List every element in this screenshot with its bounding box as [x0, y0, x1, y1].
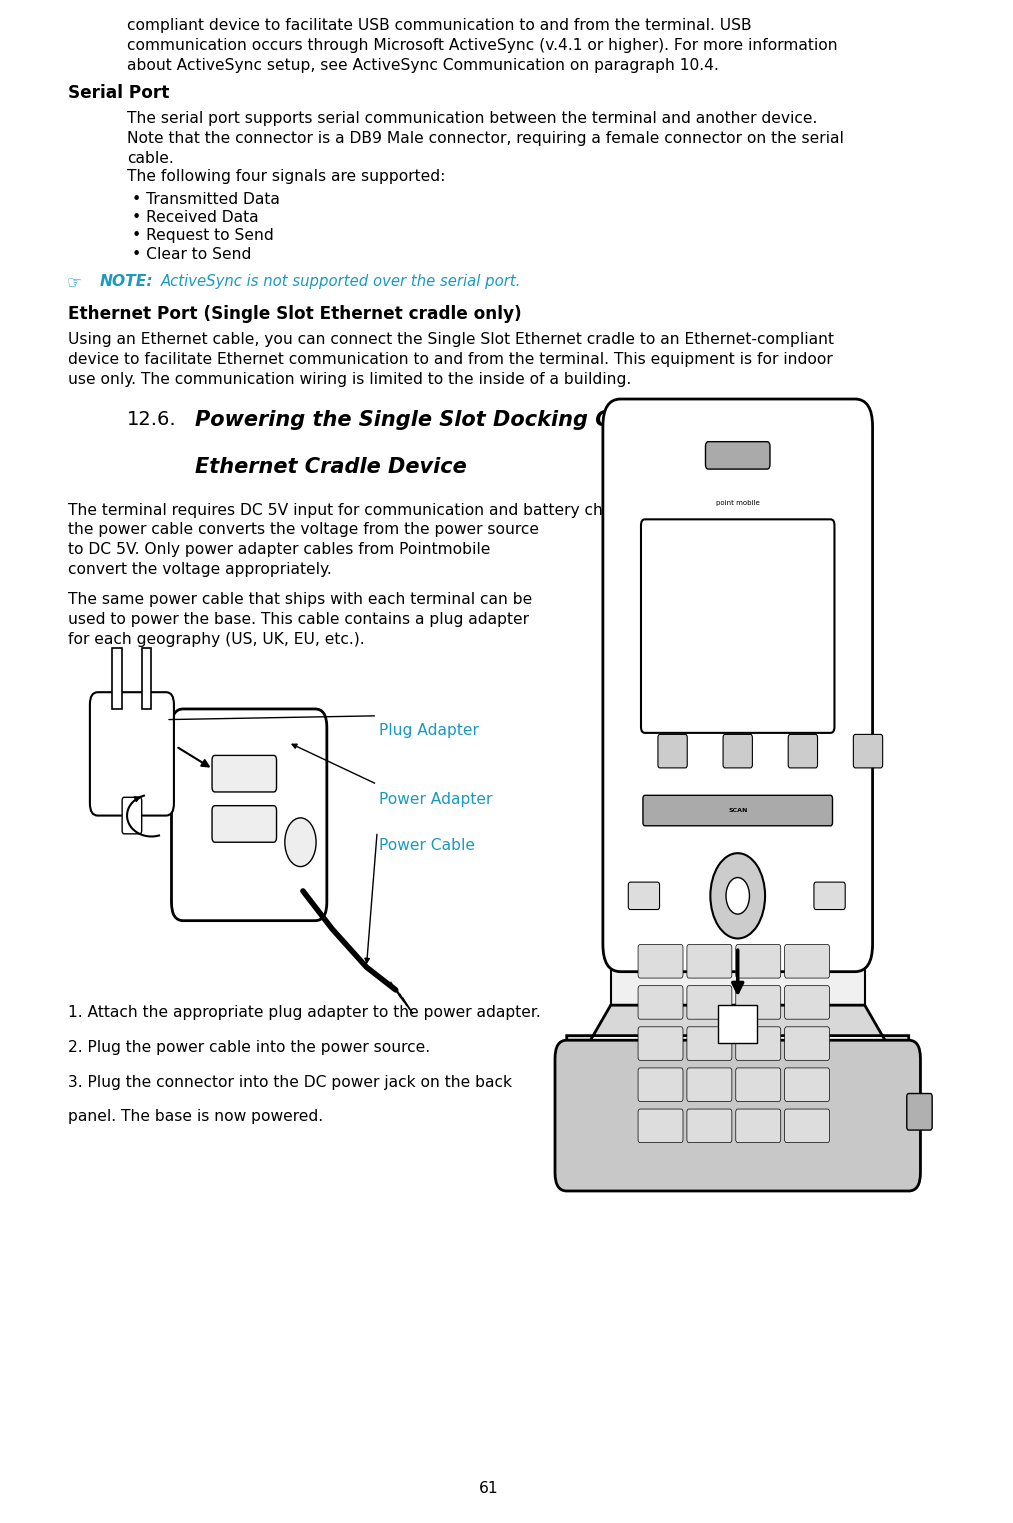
FancyBboxPatch shape	[735, 944, 781, 978]
FancyBboxPatch shape	[785, 1068, 830, 1101]
Text: Ethernet Port (Single Slot Ethernet cradle only): Ethernet Port (Single Slot Ethernet crad…	[69, 305, 522, 323]
FancyBboxPatch shape	[687, 1068, 731, 1101]
Text: device to facilitate Ethernet communication to and from the terminal. This equip: device to facilitate Ethernet communicat…	[69, 352, 833, 367]
Text: ☞: ☞	[67, 274, 82, 292]
Text: use only. The communication wiring is limited to the inside of a building.: use only. The communication wiring is li…	[69, 372, 632, 387]
Text: compliant device to facilitate USB communication to and from the terminal. USB: compliant device to facilitate USB commu…	[127, 18, 752, 34]
FancyBboxPatch shape	[638, 1068, 683, 1101]
FancyBboxPatch shape	[705, 442, 770, 469]
Text: SCAN: SCAN	[728, 809, 748, 813]
FancyBboxPatch shape	[687, 1027, 731, 1060]
Text: communication occurs through Microsoft ActiveSync (v.4.1 or higher). For more in: communication occurs through Microsoft A…	[127, 38, 838, 53]
Text: 2. Plug the power cable into the power source.: 2. Plug the power cable into the power s…	[69, 1040, 431, 1055]
Text: NOTE:: NOTE:	[99, 274, 153, 289]
FancyBboxPatch shape	[555, 1040, 921, 1191]
FancyBboxPatch shape	[687, 1109, 731, 1142]
FancyBboxPatch shape	[785, 944, 830, 978]
Text: the power cable converts the voltage from the power source: the power cable converts the voltage fro…	[69, 522, 539, 538]
Text: ActiveSync is not supported over the serial port.: ActiveSync is not supported over the ser…	[161, 274, 522, 289]
FancyBboxPatch shape	[657, 734, 687, 768]
FancyBboxPatch shape	[638, 1109, 683, 1142]
Circle shape	[285, 818, 316, 867]
Text: about ActiveSync setup, see ActiveSync Communication on paragraph 10.4.: about ActiveSync setup, see ActiveSync C…	[127, 58, 719, 73]
Text: Power Cable: Power Cable	[379, 838, 475, 853]
FancyBboxPatch shape	[718, 1005, 758, 1043]
FancyBboxPatch shape	[628, 882, 659, 909]
Text: to DC 5V. Only power adapter cables from Pointmobile: to DC 5V. Only power adapter cables from…	[69, 542, 490, 557]
Text: Power Adapter: Power Adapter	[379, 792, 492, 807]
FancyBboxPatch shape	[123, 798, 142, 835]
FancyBboxPatch shape	[171, 710, 327, 920]
Circle shape	[710, 853, 765, 938]
FancyBboxPatch shape	[788, 734, 817, 768]
Text: cable.: cable.	[127, 151, 174, 166]
Text: Ethernet Cradle Device: Ethernet Cradle Device	[196, 457, 467, 477]
Text: panel. The base is now powered.: panel. The base is now powered.	[69, 1109, 323, 1124]
Polygon shape	[566, 1005, 909, 1081]
Text: convert the voltage appropriately.: convert the voltage appropriately.	[69, 562, 332, 577]
Text: The terminal requires DC 5V input for communication and battery charging; the po: The terminal requires DC 5V input for co…	[69, 503, 832, 518]
FancyBboxPatch shape	[735, 985, 781, 1019]
FancyBboxPatch shape	[643, 795, 833, 825]
FancyBboxPatch shape	[785, 1109, 830, 1142]
FancyBboxPatch shape	[723, 734, 753, 768]
FancyBboxPatch shape	[785, 985, 830, 1019]
Text: Note that the connector is a DB9 Male connector, requiring a female connector on: Note that the connector is a DB9 Male co…	[127, 131, 844, 146]
FancyBboxPatch shape	[687, 944, 731, 978]
FancyBboxPatch shape	[735, 1027, 781, 1060]
Text: 61: 61	[479, 1480, 498, 1496]
Text: • Received Data: • Received Data	[132, 210, 258, 225]
Text: • Transmitted Data: • Transmitted Data	[132, 192, 280, 207]
Text: used to power the base. This cable contains a plug adapter: used to power the base. This cable conta…	[69, 612, 530, 627]
FancyBboxPatch shape	[212, 806, 277, 842]
Text: 1. Attach the appropriate plug adapter to the power adapter.: 1. Attach the appropriate plug adapter t…	[69, 1005, 541, 1020]
FancyBboxPatch shape	[603, 399, 872, 972]
Circle shape	[726, 877, 750, 914]
Text: 12.6.: 12.6.	[127, 410, 176, 428]
Text: Powering the Single Slot Docking Cradle or Single Slot: Powering the Single Slot Docking Cradle …	[196, 410, 838, 429]
Text: The following four signals are supported:: The following four signals are supported…	[127, 169, 446, 184]
Text: The serial port supports serial communication between the terminal and another d: The serial port supports serial communic…	[127, 111, 817, 126]
Bar	[142, 649, 152, 710]
FancyBboxPatch shape	[638, 944, 683, 978]
FancyBboxPatch shape	[687, 985, 731, 1019]
Text: Serial Port: Serial Port	[69, 84, 170, 102]
FancyBboxPatch shape	[785, 1027, 830, 1060]
FancyBboxPatch shape	[907, 1094, 932, 1130]
Text: The same power cable that ships with each terminal can be: The same power cable that ships with eac…	[69, 592, 533, 608]
Text: • Clear to Send: • Clear to Send	[132, 247, 251, 262]
FancyBboxPatch shape	[853, 734, 882, 768]
FancyBboxPatch shape	[735, 1109, 781, 1142]
FancyBboxPatch shape	[813, 882, 845, 909]
Text: Using an Ethernet cable, you can connect the Single Slot Ethernet cradle to an E: Using an Ethernet cable, you can connect…	[69, 332, 835, 347]
FancyBboxPatch shape	[735, 1068, 781, 1101]
FancyBboxPatch shape	[611, 921, 865, 1005]
Text: • Request to Send: • Request to Send	[132, 228, 274, 244]
Text: for each geography (US, UK, EU, etc.).: for each geography (US, UK, EU, etc.).	[69, 632, 365, 647]
Bar	[112, 649, 123, 710]
FancyBboxPatch shape	[641, 519, 835, 733]
Text: 3. Plug the connector into the DC power jack on the back: 3. Plug the connector into the DC power …	[69, 1075, 513, 1090]
FancyBboxPatch shape	[212, 755, 277, 792]
Text: point mobile: point mobile	[716, 500, 760, 506]
FancyBboxPatch shape	[90, 693, 174, 816]
FancyBboxPatch shape	[638, 1027, 683, 1060]
Text: Plug Adapter: Plug Adapter	[379, 723, 479, 739]
FancyBboxPatch shape	[638, 985, 683, 1019]
